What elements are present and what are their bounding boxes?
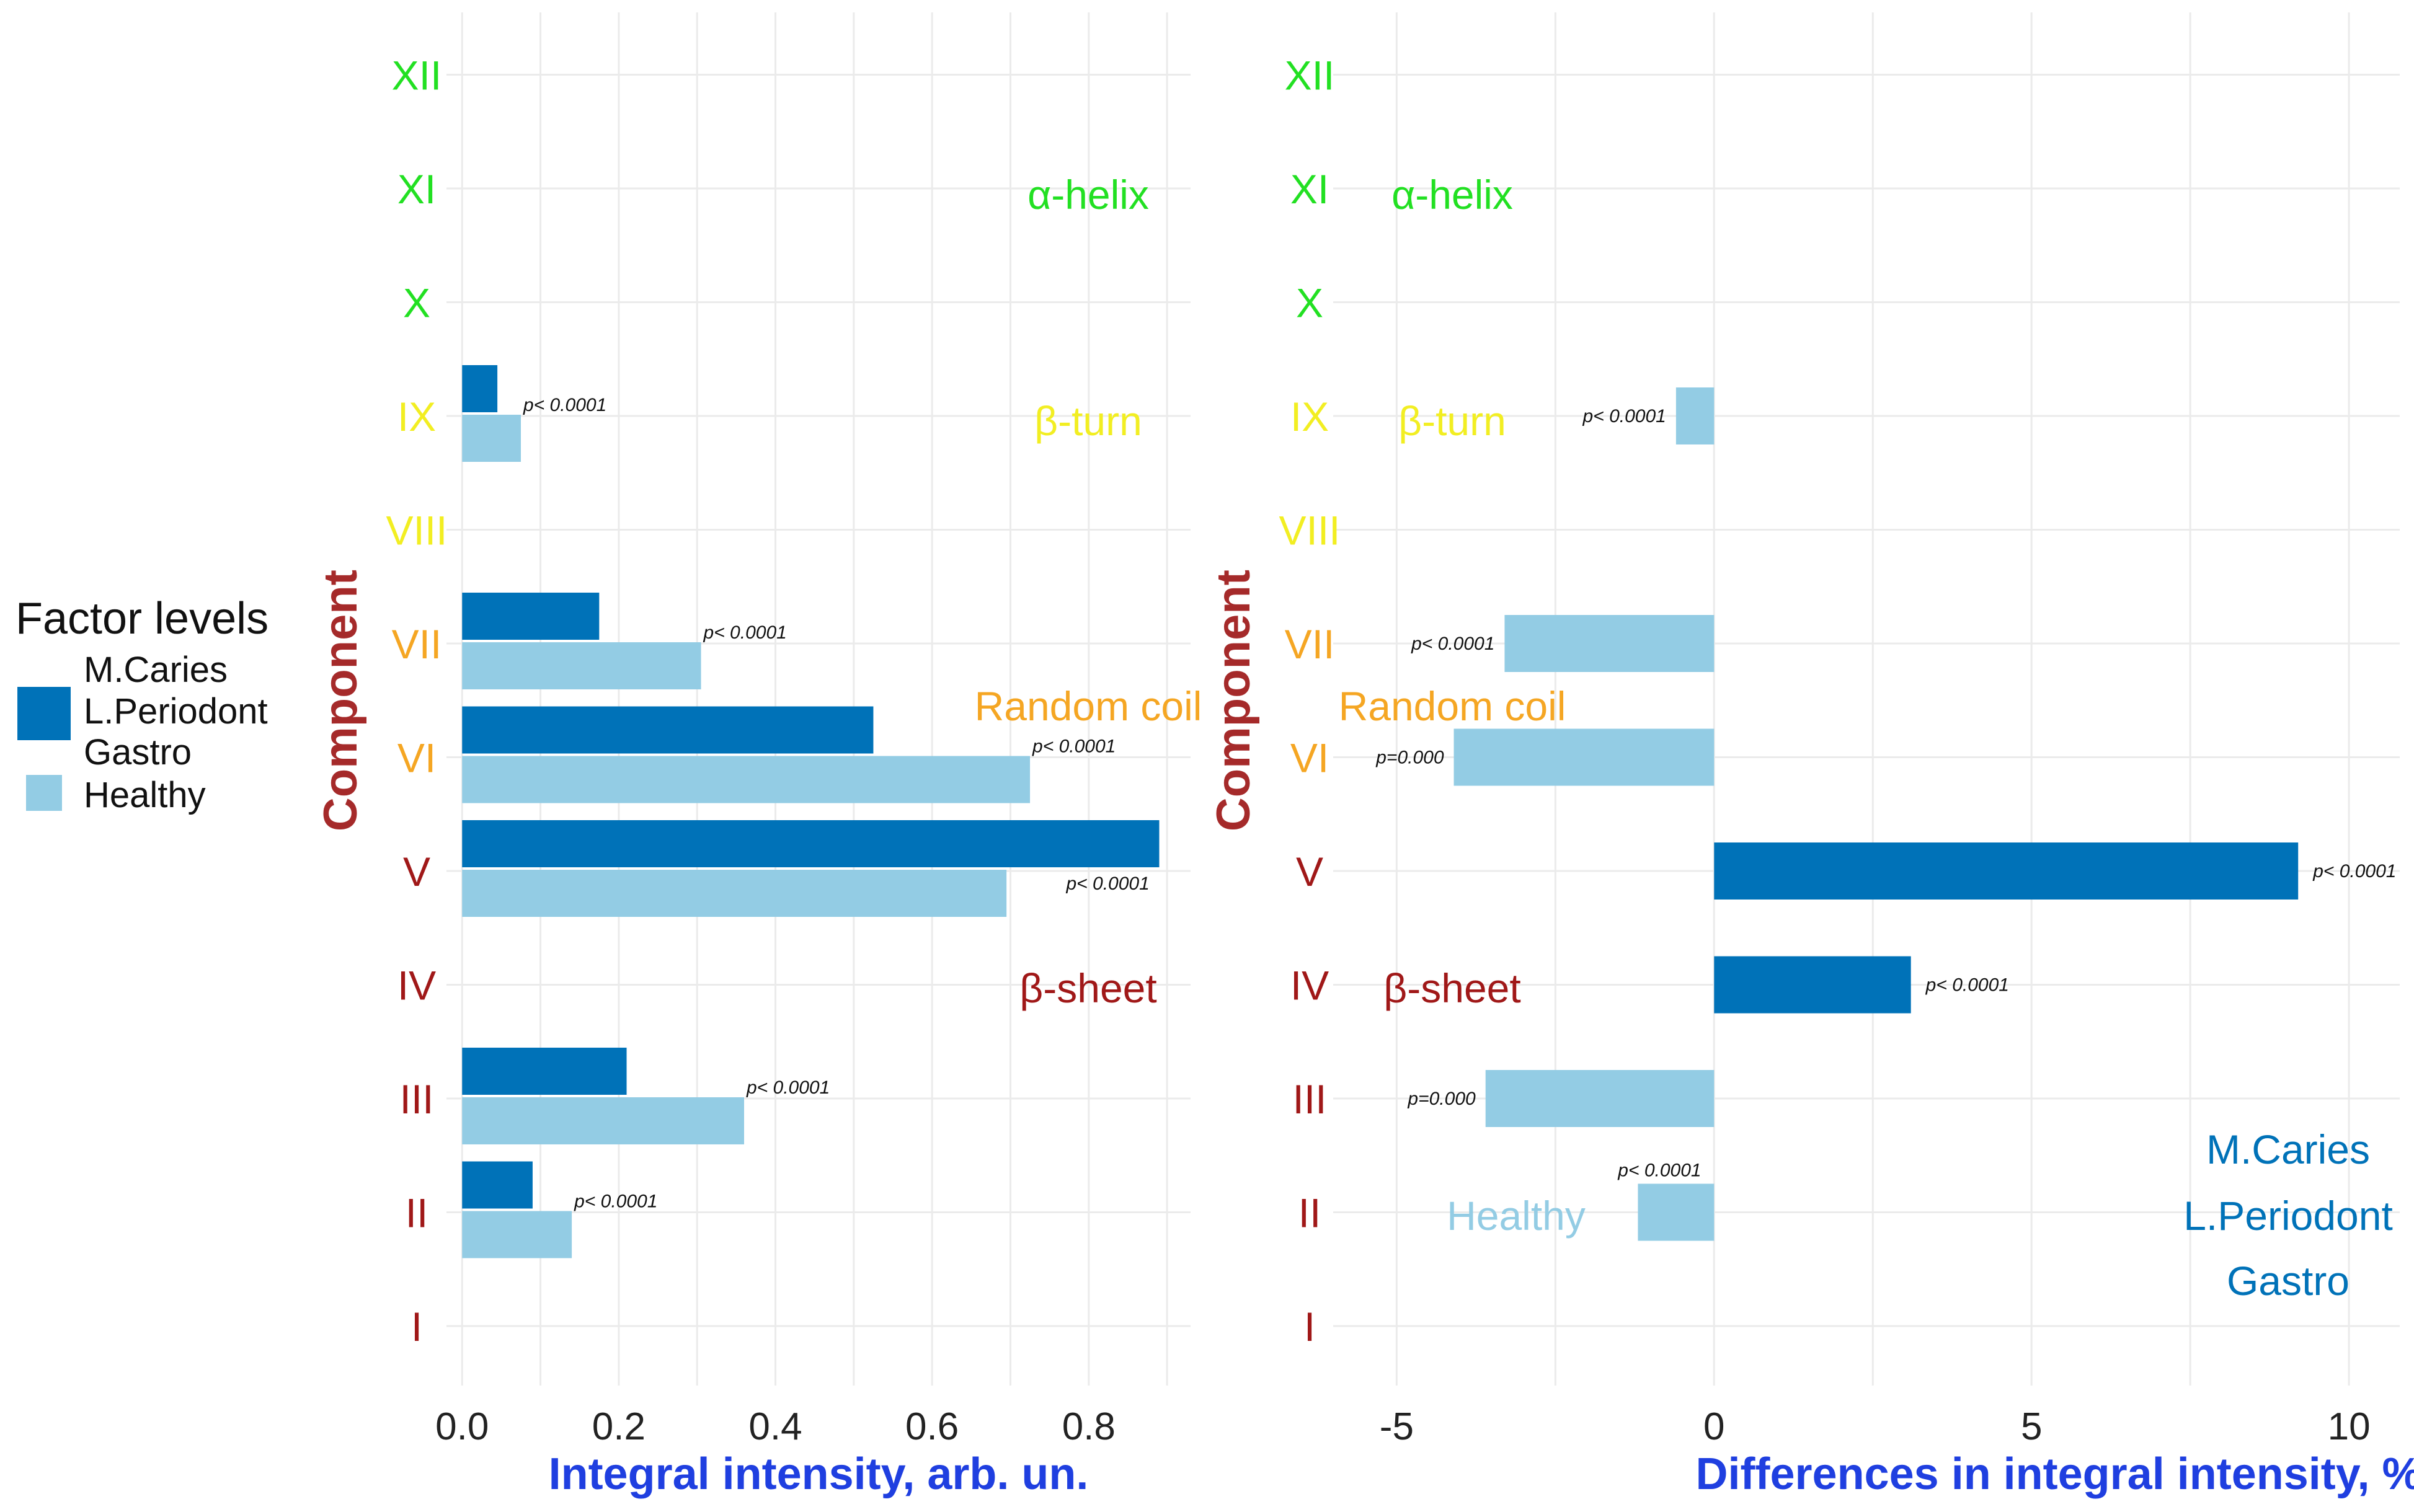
category-label: XII — [1285, 53, 1335, 99]
category-label: XI — [397, 166, 436, 212]
category-label: XII — [392, 53, 442, 99]
region-label: α-helix — [1391, 172, 1513, 218]
legend: Factor levels M.CariesL.PeriodontGastroHe… — [16, 594, 268, 815]
category-label: I — [411, 1304, 422, 1350]
p-value-label: p=0.000 — [1375, 748, 1444, 768]
p-value-label: p< 0.0001 — [1065, 873, 1149, 894]
bar-disease — [462, 1161, 533, 1209]
x-tick-label: 0.6 — [905, 1405, 959, 1448]
legend-label: Gastro — [84, 732, 192, 772]
category-label: VII — [1285, 621, 1335, 667]
legend-label: M.Caries — [84, 650, 228, 690]
bar-healthy — [462, 642, 701, 689]
category-label: VI — [397, 735, 436, 781]
x-axis-title: Integral intensity, arb. un. — [549, 1449, 1089, 1499]
p-value-label: p< 0.0001 — [1032, 736, 1116, 757]
region-label: β-sheet — [1019, 965, 1156, 1011]
x-tick-label: 0 — [1703, 1405, 1724, 1448]
category-label: II — [1298, 1190, 1321, 1236]
legend-swatch-healthy — [26, 775, 62, 811]
x-tick-label: 5 — [2021, 1405, 2042, 1448]
region-label: β-turn — [1034, 398, 1142, 444]
category-label: IV — [1290, 963, 1329, 1009]
region-label: Random coil — [1339, 683, 1566, 729]
bar-decrease — [1638, 1183, 1715, 1241]
region-label: β-sheet — [1383, 965, 1520, 1011]
y-axis-title: Component — [314, 570, 367, 831]
bar-healthy — [462, 756, 1031, 803]
bar-increase — [1714, 956, 1911, 1014]
legend-label: L.Periodont — [84, 691, 268, 732]
bar-healthy — [462, 1097, 744, 1144]
category-label: X — [1296, 280, 1323, 326]
category-label: V — [1296, 849, 1323, 895]
category-label: X — [403, 280, 430, 326]
p-value-label: p< 0.0001 — [703, 622, 787, 643]
category-label: V — [403, 849, 430, 895]
x-tick-label: -5 — [1380, 1405, 1414, 1448]
category-label: IX — [397, 394, 436, 440]
x-axis-title: Differences in integral intensity, % — [1696, 1449, 2414, 1499]
disease-annotation: M.Caries — [2206, 1126, 2370, 1172]
disease-annotation: L.Periodont — [2183, 1193, 2393, 1239]
category-label: I — [1304, 1304, 1315, 1350]
x-tick-label: 10 — [2328, 1405, 2371, 1448]
x-tick-label: 0.8 — [1062, 1405, 1116, 1448]
category-label: VI — [1290, 735, 1329, 781]
x-tick-label: 0.4 — [748, 1405, 802, 1448]
category-label: VIII — [386, 508, 447, 554]
x-tick-label: 0.0 — [435, 1405, 489, 1448]
bar-disease — [462, 365, 498, 412]
p-value-label: p< 0.0001 — [1411, 634, 1494, 654]
intensity-panel: 0.0 0.2 0.4 0.6 0.8IIIIIIIVVVIVIIVIIIIXXXIXI… — [314, 12, 1202, 1499]
healthy-annotation: Healthy — [1447, 1193, 1586, 1239]
bar-decrease — [1675, 387, 1715, 444]
legend-label: Healthy — [84, 775, 206, 815]
p-value-label: p< 0.0001 — [574, 1191, 657, 1212]
bar-healthy — [462, 870, 1007, 917]
bar-disease — [462, 706, 874, 754]
legend-title: Factor levels — [16, 594, 268, 643]
bar-disease — [462, 1048, 627, 1095]
category-label: XI — [1290, 166, 1329, 212]
legend-swatch-disease — [17, 687, 71, 740]
bar-healthy — [462, 1211, 572, 1258]
category-label: II — [406, 1190, 428, 1236]
p-value-label: p< 0.0001 — [523, 395, 606, 415]
bar-disease — [462, 593, 600, 640]
bar-decrease — [1485, 1070, 1715, 1127]
category-label: III — [1292, 1076, 1326, 1122]
category-label: VIII — [1279, 508, 1340, 554]
region-label: Random coil — [975, 683, 1202, 729]
p-value-label: p< 0.0001 — [2312, 861, 2396, 882]
disease-annotation: Gastro — [2227, 1258, 2350, 1304]
p-value-label: p< 0.0001 — [1925, 975, 2009, 996]
region-label: β-turn — [1398, 398, 1506, 444]
region-label: α-helix — [1027, 172, 1149, 218]
p-value-label: p< 0.0001 — [1582, 406, 1666, 427]
category-label: IX — [1290, 394, 1329, 440]
bar-decrease — [1504, 615, 1715, 672]
p-value-label: p< 0.0001 — [1617, 1161, 1701, 1181]
x-tick-label: 0.2 — [592, 1405, 646, 1448]
p-value-label: p< 0.0001 — [746, 1077, 830, 1098]
bar-increase — [1714, 842, 2299, 900]
y-axis-title: Component — [1207, 570, 1260, 831]
category-label: IV — [397, 963, 436, 1009]
category-label: III — [399, 1076, 433, 1122]
category-label: VII — [392, 621, 442, 667]
p-value-label: p=0.000 — [1407, 1089, 1476, 1109]
bar-decrease — [1453, 728, 1715, 786]
bar-healthy — [462, 415, 521, 462]
bar-disease — [462, 820, 1160, 867]
